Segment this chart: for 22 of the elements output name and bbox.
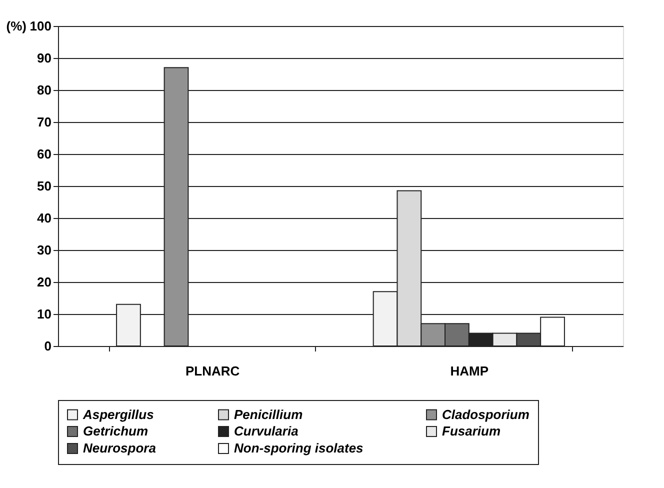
y-tick-label: 100 — [30, 18, 52, 34]
y-tick-label: 10 — [37, 306, 52, 322]
legend-label: Neurospora — [83, 440, 156, 456]
y-tick-label: 60 — [37, 146, 52, 162]
legend-label: Penicillium — [234, 406, 304, 422]
y-tick-label: 50 — [37, 178, 52, 194]
y-tick-label: 80 — [37, 82, 52, 98]
y-tick-label: 0 — [44, 338, 52, 354]
legend-label: Non-sporing isolates — [234, 440, 364, 456]
legend-label: Getrichum — [83, 424, 148, 438]
legend-label: Fusarium — [442, 424, 501, 438]
legend-label: Aspergillus — [82, 406, 154, 422]
y-tick-label: 20 — [37, 274, 52, 290]
x-tick-label: PLNARC — [186, 364, 240, 378]
y-tick-label: 70 — [37, 114, 52, 130]
y-axis-title: (%) — [6, 18, 26, 34]
x-tick-label: HAMP — [450, 364, 489, 378]
y-tick-label: 30 — [37, 242, 52, 258]
y-tick-label: 40 — [37, 210, 52, 226]
legend-label: Cladosporium — [442, 406, 530, 422]
legend-label: Curvularia — [234, 424, 298, 438]
y-tick-label: 90 — [37, 50, 52, 66]
